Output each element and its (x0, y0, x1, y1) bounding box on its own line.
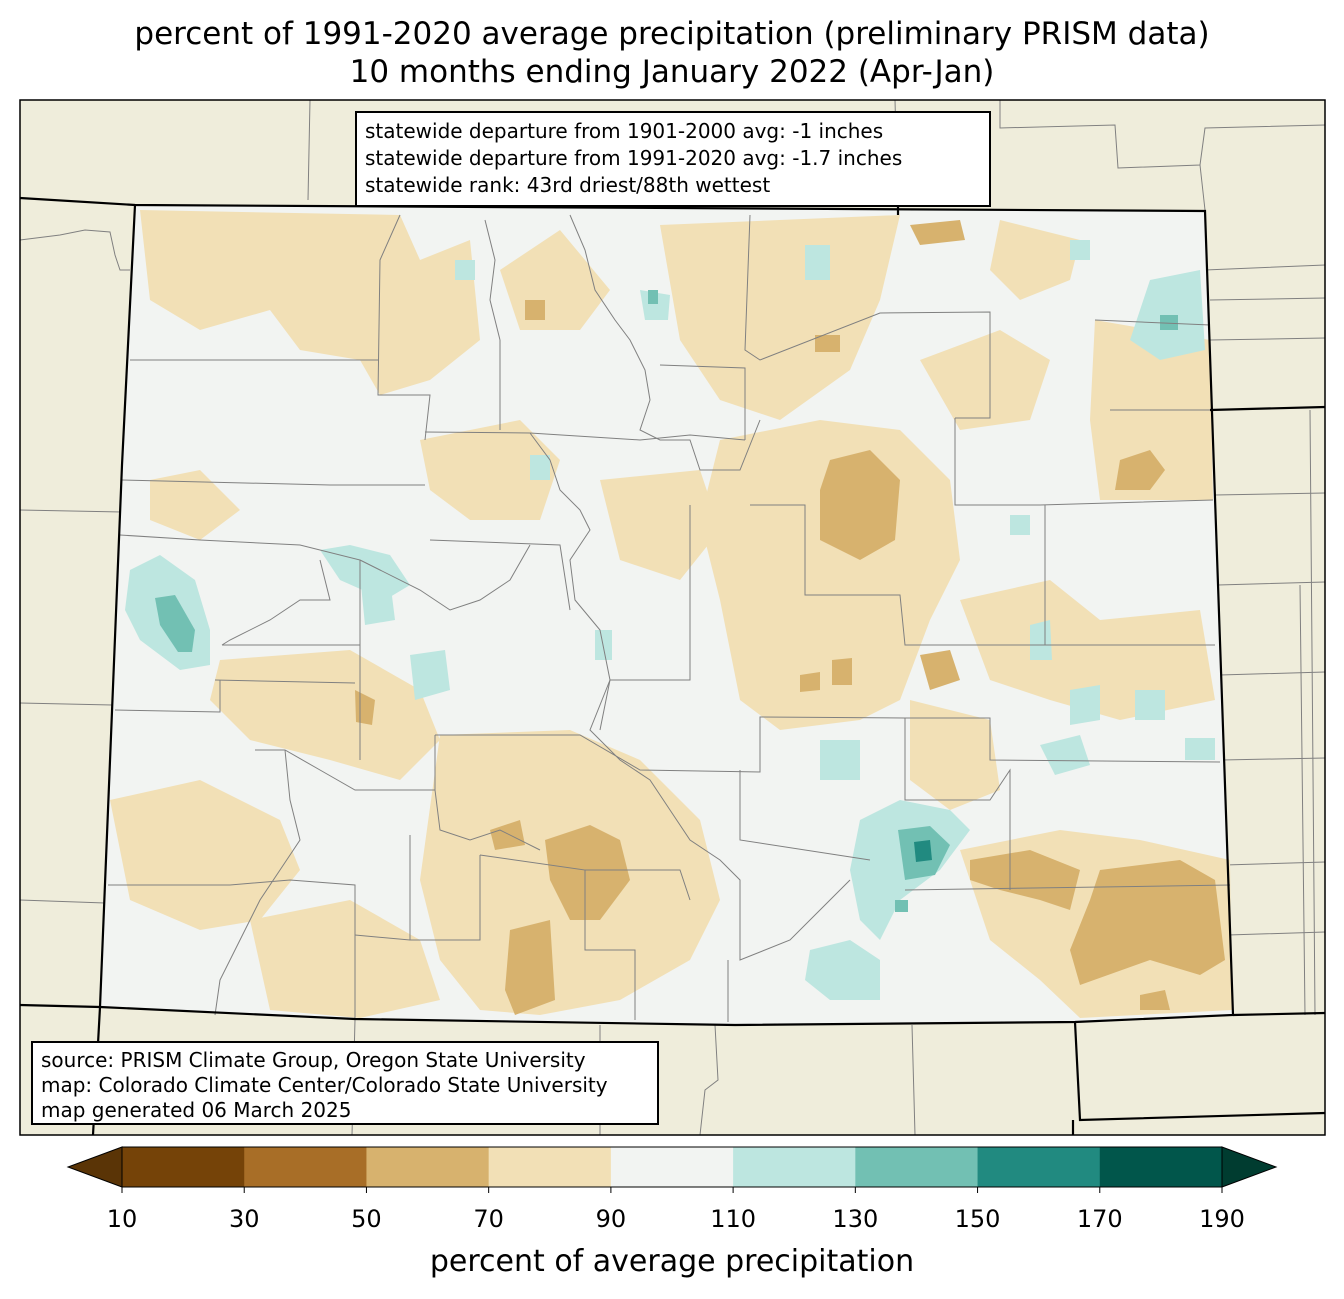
colorbar-tick-label: 70 (473, 1205, 504, 1233)
colorbar-segment-70-90 (488, 1147, 612, 1187)
colorbar-segment-10-30 (122, 1147, 245, 1187)
colorbar-tick-label: 10 (106, 1205, 138, 1233)
colorado-county-lines (108, 214, 1231, 1022)
colorbar-tick-label: 30 (228, 1205, 260, 1233)
map-title-line2: 10 months ending January 2022 (Apr-Jan) (349, 54, 995, 90)
colorbar-over-arrow (1221, 1146, 1278, 1188)
source-line-generated: map generated 06 March 2025 (41, 1098, 352, 1122)
colorbar-tick-label: 190 (1199, 1205, 1245, 1233)
source-line-map: map: Colorado Climate Center/Colorado St… (41, 1073, 608, 1097)
precip-110-130-regions (125, 240, 1215, 1000)
colorbar-segment-150-170 (977, 1147, 1101, 1187)
colorbar-label: percent of average precipitation (429, 1244, 915, 1279)
stats-line-1991-avg: statewide departure from 1991-2020 avg: … (365, 146, 903, 170)
source-line-prism: source: PRISM Climate Group, Oregon Stat… (41, 1048, 586, 1072)
colorbar-segments (66, 1146, 1278, 1193)
colorbar-segment-50-70 (366, 1147, 490, 1187)
colorbar-under-arrow (66, 1146, 123, 1188)
precip-50-70-regions (355, 220, 1225, 1015)
colorbar-outline (121, 1146, 1223, 1188)
colorbar-tick-label: 170 (1076, 1205, 1123, 1233)
colorbar-segment-130-150 (855, 1147, 979, 1187)
colorbar-segment-170-190 (1099, 1147, 1223, 1187)
colorado-divide-lines (214, 214, 851, 1016)
colorbar-tick-label: 150 (954, 1205, 1001, 1233)
map-frame (19, 99, 1326, 1136)
map-title-line1: percent of 1991-2020 average precipitati… (134, 16, 1210, 52)
colorbar-tick-label: 110 (710, 1205, 757, 1233)
colorbar-tick-label: 90 (595, 1205, 627, 1233)
colorbar-segment-90-110 (610, 1147, 734, 1187)
stats-line-rank: statewide rank: 43rd driest/88th wettest (365, 173, 771, 197)
statewide-stats-box: statewide departure from 1901-2000 avg: … (355, 111, 991, 207)
precip-150-170-regions (914, 840, 932, 862)
stats-line-1900-avg: statewide departure from 1901-2000 avg: … (365, 119, 884, 143)
colorbar-segment-30-50 (244, 1147, 367, 1187)
colorbar-tick-label: 130 (832, 1205, 879, 1233)
source-credits-box: source: PRISM Climate Group, Oregon Stat… (31, 1041, 659, 1125)
colorbar-segment-110-130 (733, 1147, 856, 1187)
colorbar-tick-label: 50 (351, 1205, 382, 1233)
